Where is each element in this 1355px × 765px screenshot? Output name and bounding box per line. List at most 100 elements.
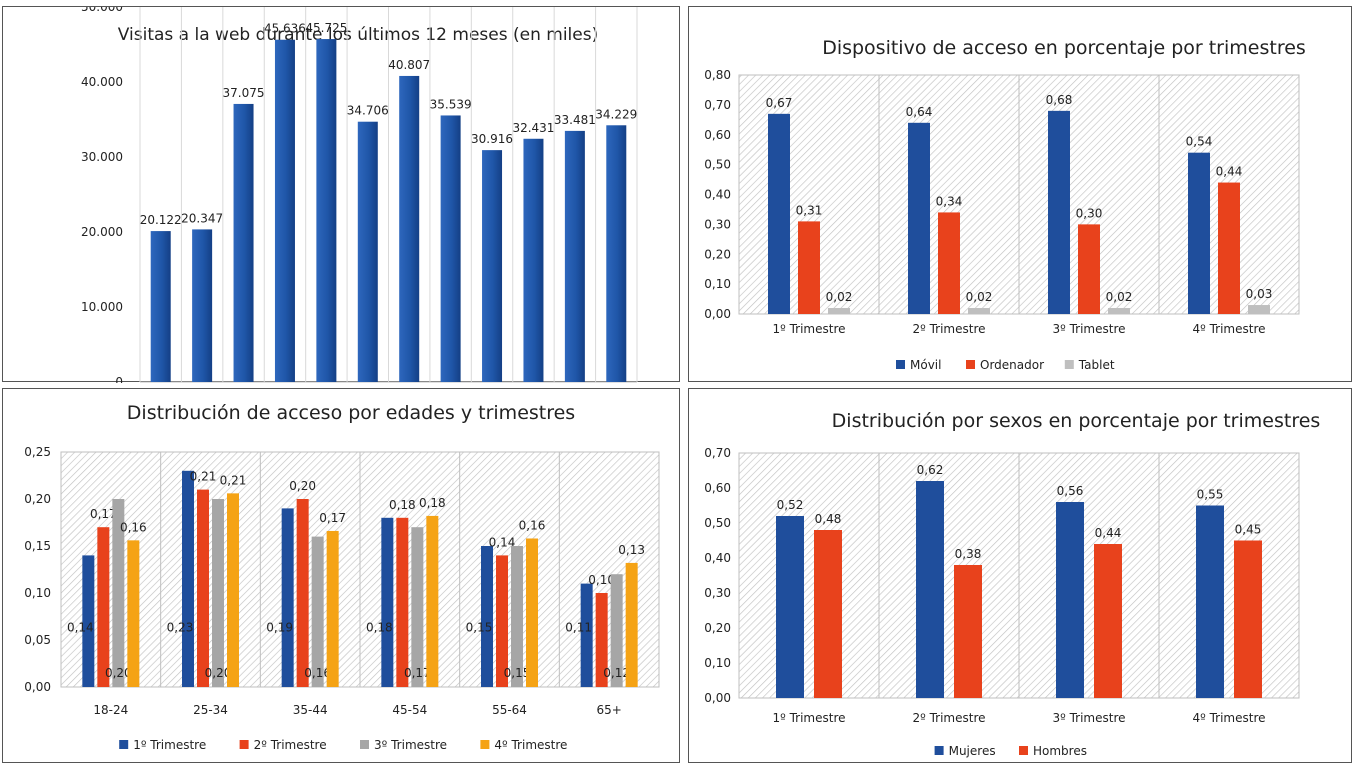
- data-label: 0,02: [1106, 290, 1133, 304]
- x-tick-label: 45-54: [392, 703, 427, 717]
- data-label: 35.539: [430, 97, 472, 111]
- bar: [381, 517, 394, 687]
- x-tick-label: 35-44: [293, 703, 328, 717]
- y-tick-label: 0,15: [24, 539, 51, 553]
- data-label: 0,55: [1197, 488, 1224, 502]
- bar: [326, 530, 339, 687]
- bar: [916, 481, 944, 698]
- data-label: 0,18: [419, 496, 446, 510]
- chart-age-distribution: Distribución de acceso por edades y trim…: [24, 402, 660, 752]
- data-label: 0,15: [466, 621, 493, 635]
- data-label: 0,56: [1057, 484, 1084, 498]
- data-label: 0,14: [489, 535, 516, 549]
- bar: [97, 527, 110, 687]
- x-tick-label: 1º Trimestre: [772, 322, 845, 336]
- data-label: 0,45: [1235, 523, 1262, 537]
- x-tick-label: 2º Trimestre: [912, 711, 985, 725]
- bar: [482, 150, 503, 382]
- bar: [316, 39, 337, 382]
- data-label: 0,16: [120, 520, 147, 534]
- data-label: 0,11: [565, 621, 592, 635]
- y-tick-label: 0,70: [704, 98, 731, 112]
- bar: [776, 516, 804, 698]
- x-tick-label: 3º Trimestre: [1052, 711, 1125, 725]
- bar: [82, 555, 95, 687]
- bar: [606, 125, 627, 382]
- data-label: 0,67: [766, 96, 793, 110]
- legend-label: 3º Trimestre: [374, 738, 447, 752]
- bar: [440, 115, 461, 383]
- y-tick-label: 20.000: [81, 225, 123, 239]
- y-tick-label: 40.000: [81, 75, 123, 89]
- bar: [112, 499, 125, 687]
- bar: [496, 555, 508, 687]
- data-label: 0,21: [190, 470, 217, 484]
- legend-swatch: [1019, 746, 1028, 755]
- bar: [127, 540, 140, 687]
- data-label: 0,44: [1216, 165, 1243, 179]
- data-label: 0,20: [289, 479, 316, 493]
- bar: [564, 130, 585, 382]
- data-label: 0,54: [1186, 135, 1213, 149]
- y-tick-label: 0,60: [704, 128, 731, 142]
- bar: [274, 39, 295, 382]
- bar: [938, 212, 960, 314]
- x-tick-label: 1º Trimestre: [772, 711, 845, 725]
- data-label: 0,02: [826, 290, 853, 304]
- y-tick-label: 0,05: [24, 633, 51, 647]
- bar: [1078, 224, 1100, 314]
- legend-label: Hombres: [1033, 744, 1087, 758]
- data-label: 0,68: [1046, 93, 1073, 107]
- data-label: 0,23: [167, 621, 194, 635]
- data-label: 0,17: [90, 507, 117, 521]
- bar: [233, 103, 254, 382]
- y-tick-label: 0,10: [704, 656, 731, 670]
- legend-label: Ordenador: [980, 358, 1044, 372]
- data-label: 0,14: [67, 621, 94, 635]
- data-label: 20.347: [181, 211, 223, 225]
- x-tick-label: 4º Trimestre: [1192, 322, 1265, 336]
- bar: [212, 499, 224, 687]
- data-label: 0,21: [220, 473, 247, 487]
- chart-sex-distribution: Distribución por sexos en porcentaje por…: [704, 410, 1320, 758]
- y-tick-label: 0,10: [24, 586, 51, 600]
- data-label: 0,17: [319, 511, 346, 525]
- bar: [814, 530, 842, 698]
- x-tick-label: 25-34: [193, 703, 228, 717]
- bar: [526, 538, 538, 687]
- bar: [311, 536, 324, 687]
- legend-swatch: [896, 360, 905, 369]
- bar: [399, 75, 420, 382]
- bar: [828, 308, 850, 314]
- data-label: 45.636: [264, 22, 306, 36]
- y-tick-label: 0: [115, 375, 123, 383]
- chart-monthly-visits: Visitas a la web durante los últimos 12 …: [81, 7, 638, 383]
- bar: [357, 121, 378, 382]
- data-label: 0,15: [504, 666, 531, 680]
- data-label: 0,44: [1095, 526, 1122, 540]
- y-tick-label: 0,50: [704, 158, 731, 172]
- data-label: 0,10: [588, 573, 615, 587]
- bar: [908, 122, 930, 314]
- data-label: 0,64: [906, 105, 933, 119]
- bar: [798, 221, 820, 314]
- data-label: 0,52: [777, 498, 804, 512]
- legend-swatch: [119, 740, 129, 749]
- bar: [768, 113, 790, 315]
- chart-title: Distribución de acceso por edades y trim…: [127, 402, 575, 424]
- legend-label: 4º Trimestre: [494, 738, 567, 752]
- bar: [481, 546, 493, 687]
- y-tick-label: 0,70: [704, 446, 731, 460]
- legend-label: Mujeres: [949, 744, 996, 758]
- data-label: 0,48: [815, 512, 842, 526]
- bar: [1048, 110, 1070, 314]
- y-tick-label: 0,00: [704, 691, 731, 705]
- bar: [625, 562, 638, 687]
- bar: [227, 493, 239, 687]
- chart-device-access: Dispositivo de acceso en porcentaje por …: [704, 37, 1306, 372]
- legend-label: Tablet: [1078, 358, 1115, 372]
- x-tick-label: 55-64: [492, 703, 527, 717]
- data-label: 20.122: [140, 213, 182, 227]
- bar: [580, 583, 593, 687]
- data-label: 34.706: [347, 104, 389, 118]
